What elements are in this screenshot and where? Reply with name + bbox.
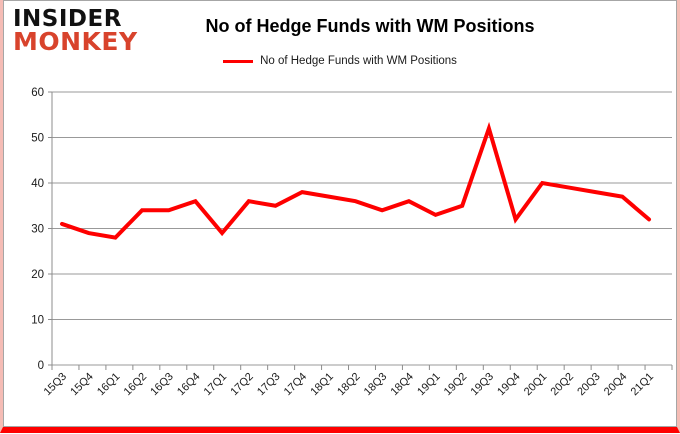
x-axis-label: 18Q2 xyxy=(335,371,363,399)
legend: No of Hedge Funds with WM Positions xyxy=(4,55,676,67)
insider-monkey-logo: INSIDER MONKEY xyxy=(13,6,138,57)
x-axis-label: 19Q2 xyxy=(442,371,470,399)
x-axis-label: 18Q4 xyxy=(388,371,416,399)
y-axis-label: 60 xyxy=(31,87,44,99)
y-axis-label: 10 xyxy=(31,315,44,327)
x-axis-label: 17Q4 xyxy=(282,371,310,399)
x-axis-label: 17Q1 xyxy=(202,371,230,399)
chart-canvas: INSIDER MONKEY No of Hedge Funds with WM… xyxy=(3,0,677,427)
x-axis-label: 19Q1 xyxy=(415,371,443,399)
x-axis-label: 15Q3 xyxy=(42,371,70,399)
y-axis-label: 20 xyxy=(31,269,44,281)
y-axis-label: 50 xyxy=(31,133,44,145)
x-axis-label: 15Q4 xyxy=(68,371,96,399)
x-axis-label: 16Q2 xyxy=(122,371,150,399)
x-axis-label: 20Q3 xyxy=(575,371,603,399)
x-axis-label: 18Q1 xyxy=(308,371,336,399)
x-axis-label: 16Q3 xyxy=(148,371,176,399)
logo-text-insider: INSIDER xyxy=(13,6,122,32)
y-axis-label: 30 xyxy=(31,224,44,236)
x-axis-label: 17Q3 xyxy=(255,371,283,399)
x-axis-label: 19Q3 xyxy=(469,371,497,399)
x-axis-label: 20Q1 xyxy=(522,371,550,399)
y-axis-label: 40 xyxy=(31,178,44,190)
x-axis-label: 16Q1 xyxy=(95,371,123,399)
chart-title: No of Hedge Funds with WM Positions xyxy=(205,16,535,36)
x-axis-label: 20Q2 xyxy=(549,371,577,399)
x-axis-label: 20Q4 xyxy=(602,371,630,399)
x-axis-label: 19Q4 xyxy=(495,371,523,399)
x-axis-label: 16Q4 xyxy=(175,371,203,399)
legend-line-swatch xyxy=(223,59,254,63)
x-axis-label: 21Q1 xyxy=(629,371,657,399)
y-axis-label: 0 xyxy=(38,360,44,372)
x-axis-label: 17Q2 xyxy=(228,371,256,399)
legend-label: No of Hedge Funds with WM Positions xyxy=(260,55,457,67)
x-axis-label: 18Q3 xyxy=(362,371,390,399)
series-line xyxy=(60,121,651,240)
logo-text-monkey: MONKEY xyxy=(13,27,138,57)
